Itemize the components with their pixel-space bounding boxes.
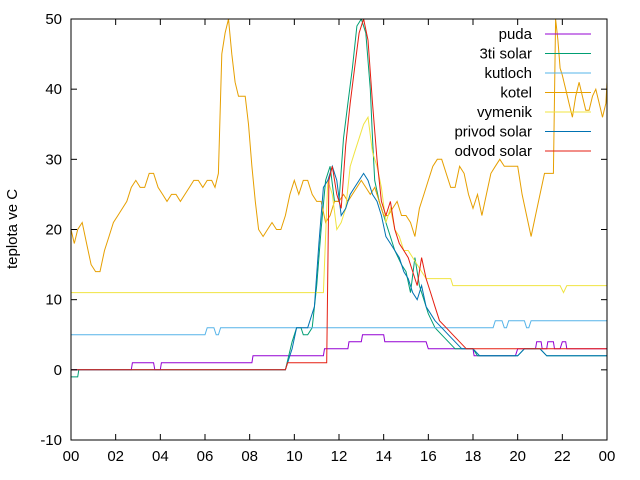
y-tick-label: 40 [45,81,62,98]
x-tick-label: 20 [509,448,526,465]
y-axis-label: teplota ve C [4,189,21,269]
axes-layer [70,18,608,441]
legend-label-7: odvod solar [454,143,532,160]
y-tick-label: 10 [45,292,62,309]
x-tick-label: 14 [375,448,392,465]
legend-label-6: privod solar [454,124,532,141]
legend: puda 3ti solar kutloch kotel vymenik privod s… [454,26,591,160]
series-line-6 [71,164,607,371]
x-tick-label: 12 [331,448,348,465]
x-tick-label: 08 [241,448,258,465]
x-tick-label: 02 [107,448,124,465]
legend-label-3: kutloch [484,65,532,82]
y-tick-label: 50 [45,11,62,28]
y-tick-label: 20 [45,222,62,239]
legend-label-2: 3ti solar [479,46,532,63]
x-tick-label: 06 [197,448,214,465]
x-tick-label: 18 [465,448,482,465]
x-tick-label: 04 [152,448,169,465]
y-tick-label: -10 [40,432,62,449]
y-tick-label: 30 [45,151,62,168]
x-tick-label: 10 [286,448,303,465]
legend-label-4: kotel [500,85,532,102]
series-line-4 [71,19,607,273]
series-line-7 [71,19,607,371]
series-line-5 [71,115,607,294]
legend-label-1: puda [499,26,533,43]
x-tick-label: 00 [63,448,80,465]
series-layer [71,19,607,378]
x-tick-label: 16 [420,448,437,465]
y-tick-label: 0 [54,362,62,379]
legend-label-5: vymenik [477,104,533,121]
plot-frame [70,18,608,441]
x-tick-label: 22 [554,448,571,465]
series-line-1 [71,334,607,371]
x-tick-label: 00 [599,448,616,465]
series-line-3 [71,320,607,336]
